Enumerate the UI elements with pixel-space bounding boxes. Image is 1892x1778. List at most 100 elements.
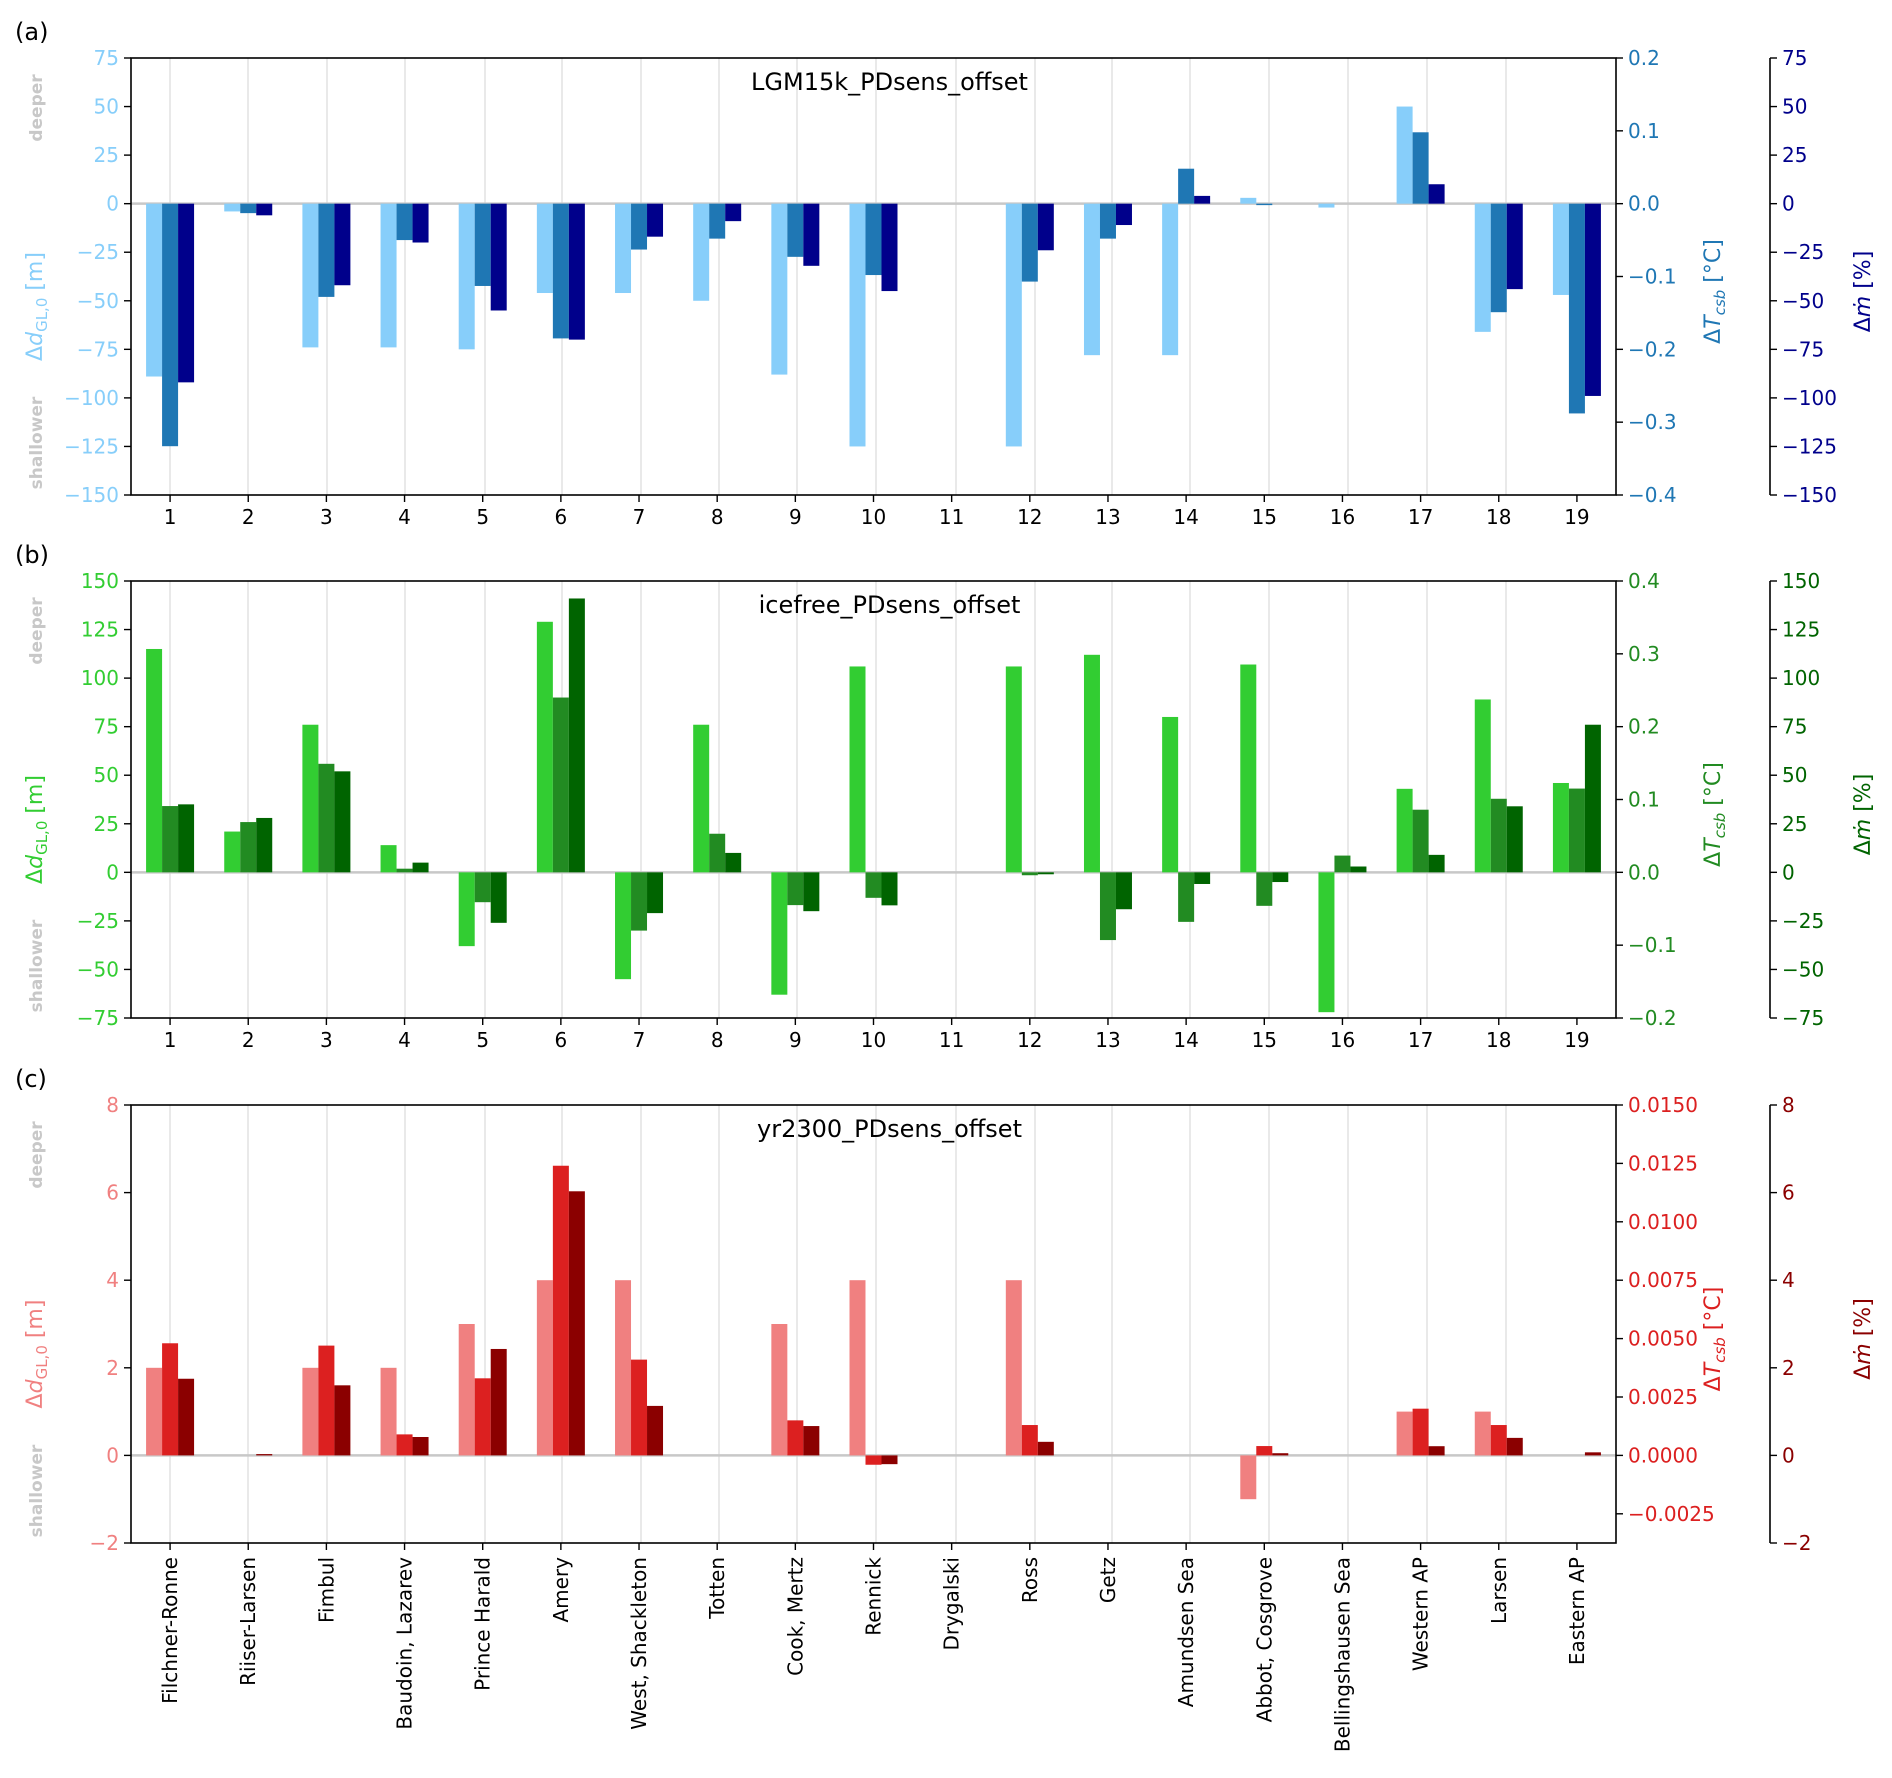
bar-dT-10 bbox=[865, 872, 882, 898]
bar-dm-13 bbox=[1115, 203, 1132, 226]
x-tick-label: 1 bbox=[164, 505, 177, 529]
x-tick-label: Getz bbox=[1096, 1557, 1120, 1603]
bar-dGL-10 bbox=[849, 666, 866, 873]
shallower-label: shallower bbox=[27, 396, 47, 489]
bar-dT-12 bbox=[1021, 1425, 1038, 1456]
bar-dm-15 bbox=[1272, 1453, 1289, 1456]
x-tick-label: 7 bbox=[633, 1028, 646, 1052]
bar-dGL-13 bbox=[1083, 654, 1100, 873]
bar-dT-5 bbox=[474, 203, 491, 286]
x-tick-label: Bellingshausen Sea bbox=[1330, 1557, 1354, 1752]
right1-tick-label: −0.0025 bbox=[1628, 1502, 1715, 1526]
left-tick-label: −150 bbox=[64, 483, 119, 507]
right2-tick-label: 25 bbox=[1782, 812, 1807, 836]
bar-dm-19 bbox=[1584, 1452, 1601, 1456]
right2-tick-label: 0 bbox=[1782, 860, 1795, 884]
bar-dm-17 bbox=[1428, 184, 1445, 204]
left-tick-label: 150 bbox=[81, 569, 119, 593]
right2-tick-label: 150 bbox=[1782, 569, 1820, 593]
right1-tick-label: 0.0 bbox=[1628, 192, 1660, 216]
bar-dm-17 bbox=[1428, 854, 1445, 873]
left-tick-label: 125 bbox=[81, 618, 119, 642]
bar-dm-9 bbox=[803, 1426, 820, 1456]
right1-tick-label: 0.2 bbox=[1628, 46, 1660, 70]
bar-dm-8 bbox=[725, 852, 742, 873]
deeper-label: deeper bbox=[27, 597, 47, 665]
bar-dT-15 bbox=[1256, 203, 1273, 206]
bar-dm-7 bbox=[647, 1405, 664, 1456]
left-tick-label: 6 bbox=[106, 1181, 119, 1205]
x-tick-label: 6 bbox=[555, 1028, 568, 1052]
right1-tick-label: 0.0025 bbox=[1628, 1385, 1698, 1409]
right1-tick-label: −0.4 bbox=[1628, 483, 1677, 507]
right1-tick-label: 0.3 bbox=[1628, 642, 1660, 666]
bar-dm-5 bbox=[490, 1348, 507, 1456]
right2-tick-label: −125 bbox=[1782, 434, 1837, 458]
bar-dm-6 bbox=[568, 203, 585, 340]
bar-dm-1 bbox=[178, 804, 195, 873]
bar-dGL-18 bbox=[1474, 203, 1491, 332]
bar-dm-5 bbox=[490, 203, 507, 311]
bar-dT-6 bbox=[552, 1165, 569, 1456]
bar-dGL-17 bbox=[1396, 788, 1413, 873]
bar-dm-4 bbox=[412, 203, 429, 243]
bar-dm-19 bbox=[1584, 724, 1601, 873]
bar-dT-7 bbox=[631, 1359, 648, 1456]
panel-title: LGM15k_PDsens_offset bbox=[751, 68, 1028, 96]
bar-dm-18 bbox=[1506, 203, 1523, 290]
x-tick-label: 3 bbox=[320, 505, 333, 529]
bar-dT-17 bbox=[1412, 1408, 1429, 1456]
bar-dGL-15 bbox=[1240, 664, 1257, 873]
right2-tick-label: −25 bbox=[1782, 909, 1824, 933]
plot-frame bbox=[130, 580, 1617, 1019]
deeper-label: deeper bbox=[27, 1121, 47, 1189]
x-tick-label: 13 bbox=[1095, 505, 1120, 529]
bar-dm-5 bbox=[490, 872, 507, 923]
shallower-label: shallower bbox=[27, 1444, 47, 1537]
bar-dGL-3 bbox=[302, 1367, 319, 1456]
bar-dm-9 bbox=[803, 872, 820, 912]
bar-dm-3 bbox=[334, 771, 351, 873]
left-tick-label: 0 bbox=[106, 860, 119, 884]
bar-dT-1 bbox=[162, 806, 179, 873]
bar-dT-16 bbox=[1334, 855, 1351, 873]
bar-dm-6 bbox=[568, 598, 585, 873]
bar-dT-9 bbox=[787, 872, 804, 906]
left-tick-label: −75 bbox=[77, 1006, 119, 1030]
bar-dGL-15 bbox=[1240, 197, 1257, 204]
bar-dT-13 bbox=[1099, 203, 1116, 239]
bar-dT-10 bbox=[865, 1455, 882, 1465]
left-tick-label: −50 bbox=[77, 289, 119, 313]
bar-dT-13 bbox=[1099, 872, 1116, 941]
right2-axis-label: Δṁ [%] bbox=[1851, 251, 1876, 333]
bar-dGL-1 bbox=[146, 648, 163, 873]
bar-dT-17 bbox=[1412, 809, 1429, 873]
right1-tick-label: 0.0000 bbox=[1628, 1443, 1698, 1467]
bar-dGL-9 bbox=[771, 872, 788, 995]
right2-tick-label: 25 bbox=[1782, 143, 1807, 167]
bar-dm-2 bbox=[256, 817, 273, 873]
bar-dm-12 bbox=[1037, 1441, 1054, 1456]
right1-tick-label: −0.2 bbox=[1628, 1006, 1677, 1030]
left-tick-label: 100 bbox=[81, 666, 119, 690]
bar-dGL-18 bbox=[1474, 699, 1491, 873]
plot-frame bbox=[130, 1104, 1617, 1544]
bar-dm-7 bbox=[647, 872, 664, 914]
right1-tick-label: 0.0075 bbox=[1628, 1268, 1698, 1292]
x-tick-label: 9 bbox=[789, 1028, 802, 1052]
x-tick-label: 19 bbox=[1564, 1028, 1589, 1052]
bar-dGL-14 bbox=[1162, 203, 1179, 356]
bar-dT-14 bbox=[1178, 872, 1195, 922]
bar-dT-5 bbox=[474, 1378, 491, 1456]
left-tick-label: −2 bbox=[90, 1531, 119, 1555]
bar-dT-3 bbox=[318, 203, 335, 297]
bar-dT-6 bbox=[552, 203, 569, 339]
bar-dT-5 bbox=[474, 872, 491, 903]
bar-dT-6 bbox=[552, 697, 569, 873]
right2-tick-label: 75 bbox=[1782, 715, 1807, 739]
right1-axis-label: ΔTcsb [°C] bbox=[1701, 762, 1729, 867]
bar-dm-12 bbox=[1037, 872, 1054, 875]
bar-dm-10 bbox=[881, 1455, 898, 1465]
x-tick-label: 2 bbox=[242, 1028, 255, 1052]
panel-2: 1501251007550250−25−50−750.40.30.20.10.0… bbox=[15, 541, 1876, 1052]
